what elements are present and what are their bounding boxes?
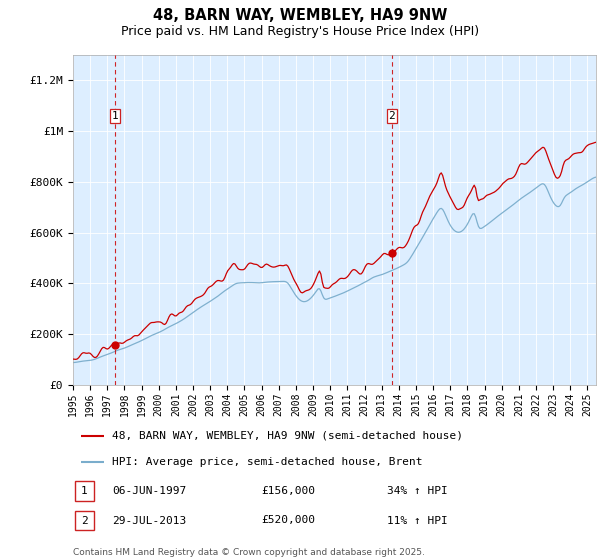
- Text: Price paid vs. HM Land Registry's House Price Index (HPI): Price paid vs. HM Land Registry's House …: [121, 25, 479, 38]
- Text: 06-JUN-1997: 06-JUN-1997: [112, 486, 187, 496]
- Text: £156,000: £156,000: [261, 486, 315, 496]
- FancyBboxPatch shape: [74, 481, 94, 501]
- Text: 1: 1: [81, 486, 88, 496]
- Text: 11% ↑ HPI: 11% ↑ HPI: [387, 516, 448, 525]
- Text: HPI: Average price, semi-detached house, Brent: HPI: Average price, semi-detached house,…: [112, 457, 423, 467]
- Text: 48, BARN WAY, WEMBLEY, HA9 9NW (semi-detached house): 48, BARN WAY, WEMBLEY, HA9 9NW (semi-det…: [112, 431, 463, 441]
- Text: £520,000: £520,000: [261, 516, 315, 525]
- Text: 29-JUL-2013: 29-JUL-2013: [112, 516, 187, 525]
- Text: 1: 1: [112, 111, 118, 121]
- Text: 48, BARN WAY, WEMBLEY, HA9 9NW: 48, BARN WAY, WEMBLEY, HA9 9NW: [153, 8, 447, 23]
- Text: 34% ↑ HPI: 34% ↑ HPI: [387, 486, 448, 496]
- Text: Contains HM Land Registry data © Crown copyright and database right 2025.: Contains HM Land Registry data © Crown c…: [73, 548, 425, 557]
- Text: 2: 2: [81, 516, 88, 525]
- FancyBboxPatch shape: [74, 511, 94, 530]
- Text: 2: 2: [388, 111, 395, 121]
